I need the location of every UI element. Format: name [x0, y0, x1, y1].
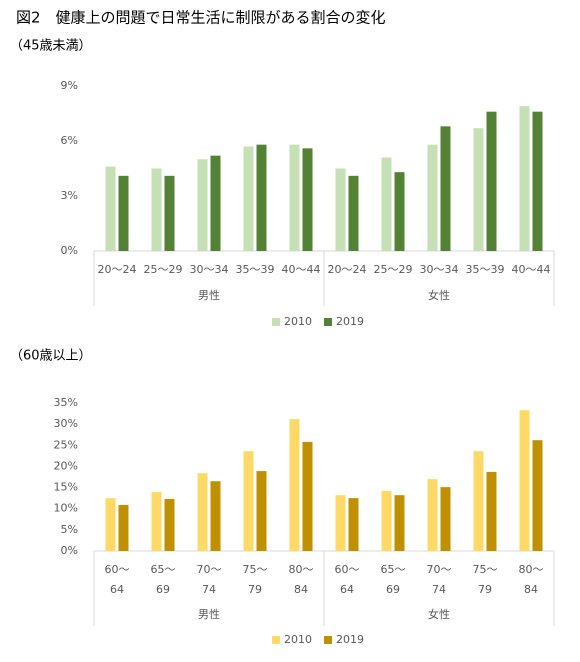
x-tick-label: 79	[248, 583, 262, 596]
bar	[335, 168, 346, 251]
bar	[486, 111, 497, 252]
bar	[256, 471, 267, 551]
bar	[197, 159, 208, 251]
x-tick-label: 80～	[519, 563, 544, 576]
x-tick-label: 70～	[197, 563, 222, 576]
bar	[486, 471, 497, 551]
x-tick-label: 69	[386, 583, 400, 596]
bar	[256, 144, 267, 251]
x-tick-label: 60～	[335, 563, 360, 576]
bar	[105, 166, 116, 251]
bar	[394, 172, 405, 251]
legend-label: 2019	[336, 633, 364, 646]
bar	[302, 148, 313, 251]
x-tick-label: 40～44	[512, 263, 551, 276]
bar	[348, 498, 359, 551]
legend-swatch	[324, 636, 332, 644]
bar	[473, 451, 484, 551]
x-tick-label: 25～29	[374, 263, 413, 276]
y-tick-label: 35%	[54, 396, 78, 409]
x-tick-label: 20～24	[98, 263, 137, 276]
bar	[473, 128, 484, 251]
bar	[243, 451, 254, 551]
x-tick-label: 64	[340, 583, 354, 596]
x-tick-label: 30～34	[420, 263, 459, 276]
x-tick-label: 75～	[243, 563, 268, 576]
bar	[427, 144, 438, 251]
bar	[519, 106, 530, 252]
y-tick-label: 0%	[61, 544, 78, 557]
y-tick-label: 3%	[61, 189, 78, 202]
legend-swatch	[272, 318, 280, 326]
bar	[348, 175, 359, 251]
x-tick-label: 74	[202, 583, 216, 596]
y-tick-label: 20%	[54, 459, 78, 472]
x-tick-label: 40～44	[282, 263, 321, 276]
chart-subtitle: （45歳未満）	[10, 39, 92, 54]
y-tick-label: 6%	[61, 134, 78, 147]
x-tick-label: 70～	[427, 563, 452, 576]
bar	[289, 144, 300, 251]
x-tick-label: 30～34	[190, 263, 229, 276]
x-tick-label: 60～	[105, 563, 130, 576]
group-label: 女性	[428, 607, 450, 621]
group-label: 女性	[428, 288, 450, 302]
legend-label: 2010	[284, 633, 312, 646]
bar	[289, 419, 300, 551]
bar	[381, 490, 392, 551]
bar	[532, 440, 543, 551]
x-tick-label: 20～24	[328, 263, 367, 276]
bar	[118, 175, 129, 251]
bar	[427, 479, 438, 551]
y-tick-label: 25%	[54, 438, 78, 451]
y-tick-label: 9%	[61, 79, 78, 92]
chart-subtitle: （60歳以上）	[10, 349, 92, 364]
bar	[302, 441, 313, 551]
x-tick-label: 64	[110, 583, 124, 596]
x-tick-label: 84	[294, 583, 308, 596]
y-tick-label: 10%	[54, 502, 78, 515]
bar	[440, 126, 451, 251]
x-tick-label: 35～39	[236, 263, 275, 276]
bar	[118, 504, 129, 551]
bar	[381, 157, 392, 251]
y-tick-label: 0%	[61, 244, 78, 257]
x-tick-label: 69	[156, 583, 170, 596]
legend-label: 2019	[336, 315, 364, 328]
x-tick-label: 25～29	[144, 263, 183, 276]
y-tick-label: 5%	[61, 523, 78, 536]
bar	[197, 473, 208, 551]
bar	[210, 481, 221, 551]
x-tick-label: 80～	[289, 563, 314, 576]
bar	[243, 146, 254, 251]
bar	[335, 495, 346, 551]
x-tick-label: 35～39	[466, 263, 505, 276]
bar	[105, 498, 116, 551]
bar	[519, 410, 530, 551]
bar	[440, 487, 451, 551]
bar	[164, 175, 175, 251]
group-label: 男性	[198, 288, 220, 302]
bar	[151, 168, 162, 251]
bar	[151, 491, 162, 551]
x-tick-label: 84	[524, 583, 538, 596]
legend-label: 2010	[284, 315, 312, 328]
bar	[164, 498, 175, 551]
y-tick-label: 15%	[54, 481, 78, 494]
legend-swatch	[324, 318, 332, 326]
bar	[532, 111, 543, 252]
x-tick-label: 75～	[473, 563, 498, 576]
y-tick-label: 30%	[54, 417, 78, 430]
bar	[394, 495, 405, 551]
legend-swatch	[272, 636, 280, 644]
bar	[210, 155, 221, 251]
x-tick-label: 65～	[151, 563, 176, 576]
x-tick-label: 65～	[381, 563, 406, 576]
x-tick-label: 74	[432, 583, 446, 596]
x-tick-label: 79	[478, 583, 492, 596]
page-title: 図2 健康上の問題で日常生活に制限がある割合の変化	[16, 9, 386, 27]
group-label: 男性	[198, 607, 220, 621]
